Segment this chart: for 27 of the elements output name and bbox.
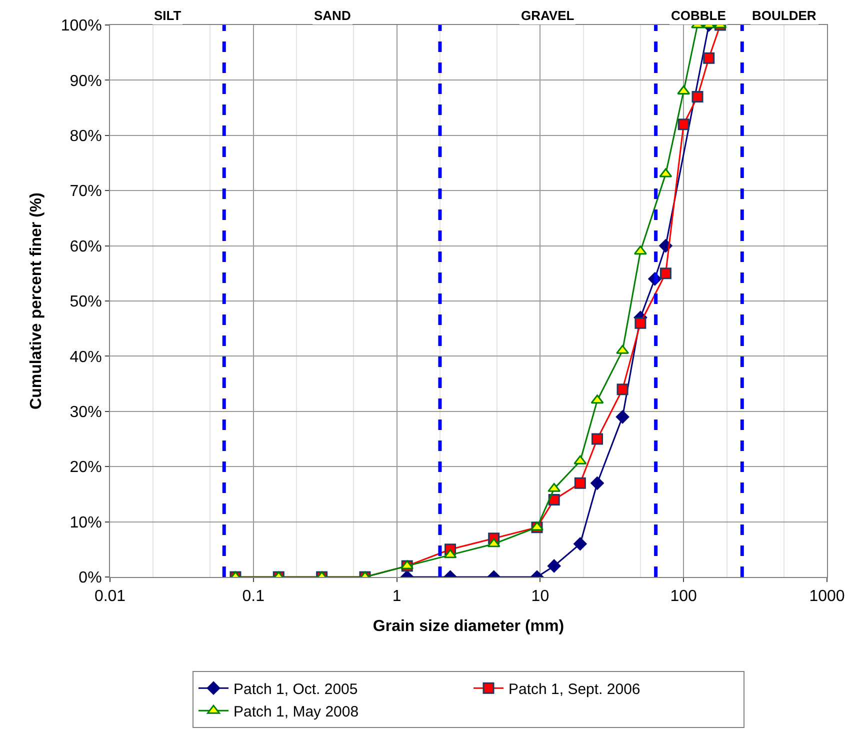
legend-label: Patch 1, Sept. 2006 [508, 680, 640, 698]
x-tick-label: 0.01 [94, 588, 126, 606]
x-axis-title: Grain size diameter (mm) [372, 618, 564, 635]
text: SILT [154, 8, 182, 23]
x-tick-label: 100 [670, 588, 698, 606]
text: SAND [314, 8, 351, 23]
y-tick-label: 0% [78, 570, 102, 587]
y-tick-label: 50% [70, 294, 102, 311]
text: COBBLE [671, 8, 726, 23]
x-tick-label: 1 [392, 588, 402, 606]
legend-label: Patch 1, Oct. 2005 [234, 680, 358, 698]
y-tick-label: 70% [70, 183, 102, 200]
y-tick-label: 20% [70, 459, 102, 476]
x-tick-label: 1000 [809, 588, 845, 606]
text: BOULDER [752, 8, 817, 23]
y-tick-label: 80% [70, 128, 102, 145]
y-tick-label: 40% [70, 348, 102, 366]
y-tick-label: 10% [70, 514, 102, 532]
y-axis-title: Cumulative percent finer (%) [28, 192, 45, 410]
y-tick-label: 60% [70, 238, 102, 256]
y-tick-label: 30% [70, 404, 102, 421]
text: GRAVEL [521, 8, 574, 23]
y-tick-label: 90% [70, 72, 102, 90]
y-tick-label: 100% [60, 18, 102, 35]
legend-label: Patch 1, May 2008 [234, 703, 359, 720]
x-tick-label: 10 [531, 588, 550, 606]
x-tick-label: 0.1 [242, 588, 265, 606]
